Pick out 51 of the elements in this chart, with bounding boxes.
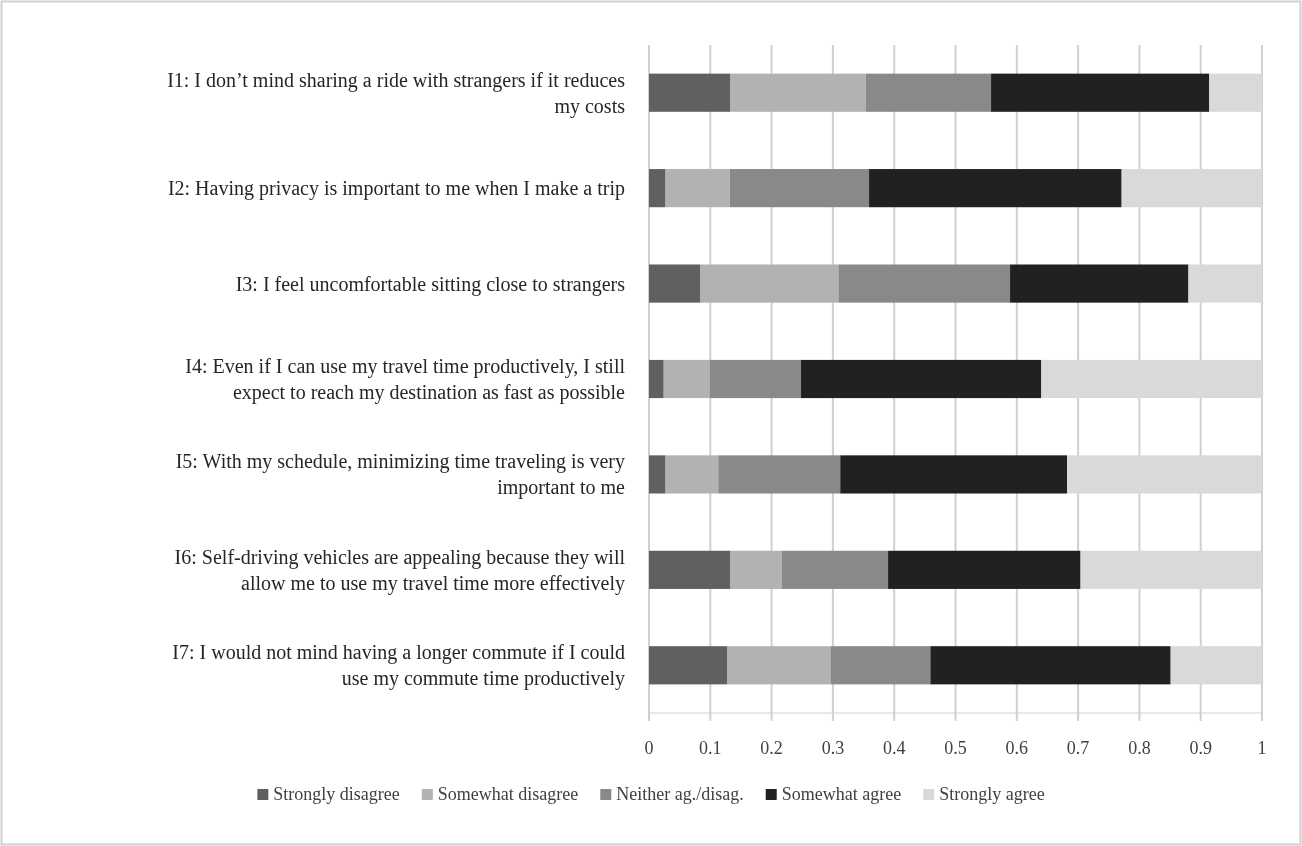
legend-label: Strongly agree [939, 784, 1045, 804]
y-tick-label: I3: I feel uncomfortable sitting close to strangers [235, 272, 626, 296]
x-tick-label: 0.5 [944, 738, 967, 758]
bar [649, 264, 701, 303]
x-tick-label: 0.4 [882, 738, 906, 758]
bar [665, 169, 730, 208]
bar [649, 455, 666, 494]
bar [869, 169, 1122, 208]
bar [663, 359, 710, 399]
bar [830, 646, 931, 685]
x-tick-label: 0.9 [1189, 738, 1212, 758]
bar [649, 646, 728, 685]
bar [718, 455, 841, 494]
bar [1010, 264, 1189, 303]
bar [729, 169, 870, 208]
y-tick-label: I4: Even if I can use my travel time productively, I still expect to reach my destination as fast as possible [185, 355, 626, 404]
bar [730, 550, 783, 589]
y-tick-label: I2: Having privacy is important to me when I make a trip [167, 177, 625, 201]
legend-label: Neither ag./disag. [616, 784, 744, 804]
bar [649, 550, 731, 589]
bar [649, 359, 664, 399]
bar [801, 359, 1042, 399]
bar [782, 550, 889, 589]
x-tick-label: 0 [644, 738, 654, 758]
legend-label: Somewhat disagree [437, 784, 579, 804]
x-tick-label: 1 [1257, 738, 1267, 758]
bar [727, 646, 831, 685]
x-tick-label: 0.7 [1066, 738, 1090, 758]
x-tick-label: 0.3 [821, 738, 845, 758]
bar [840, 455, 1068, 494]
bar [730, 73, 866, 112]
y-tick-label: I5: With my schedule, minimizing time traveling is very important to me [175, 450, 626, 500]
bar [700, 264, 839, 303]
bar [991, 73, 1210, 112]
bar [838, 264, 1011, 303]
bar [649, 73, 731, 112]
x-tick-label: 0.6 [1005, 738, 1029, 758]
bar [930, 646, 1171, 685]
x-tick-label: 0.8 [1128, 738, 1151, 758]
x-tick-label: 0.1 [699, 738, 722, 758]
x-tick-label: 0.2 [760, 738, 783, 758]
legend-label: Strongly disagree [273, 784, 400, 804]
bar [665, 455, 719, 494]
legend-label: Somewhat agree [781, 784, 902, 804]
y-tick-label: I6: Self-driving vehicles are appealing because they will allow me to use my travel time more effectively [174, 545, 626, 595]
bar [709, 359, 802, 399]
bar [866, 73, 992, 112]
bar [649, 169, 666, 208]
y-tick-label: I1: I don’t mind sharing a ride with strangers if it reduces my costs [167, 68, 626, 118]
bar [888, 550, 1081, 589]
y-tick-label: I7: I would not mind having a longer commute if I could use my commute time productively [172, 641, 625, 691]
